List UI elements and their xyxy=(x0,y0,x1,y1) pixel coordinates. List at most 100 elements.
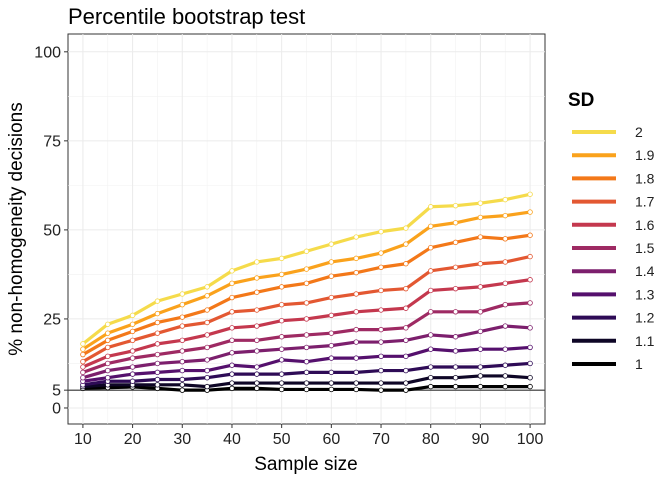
data-point xyxy=(129,348,136,354)
data-point xyxy=(428,309,434,315)
data-point xyxy=(527,383,533,390)
data-point xyxy=(254,275,260,281)
data-point xyxy=(105,344,111,351)
data-point xyxy=(179,358,185,365)
y-axis: 05 25 50 75 100 xyxy=(34,44,68,417)
data-point xyxy=(154,310,161,317)
data-point xyxy=(403,241,409,247)
data-point xyxy=(204,383,210,390)
data-point xyxy=(502,259,508,265)
data-point xyxy=(154,330,161,336)
data-point xyxy=(527,232,533,238)
data-point xyxy=(105,321,111,327)
data-point xyxy=(254,307,260,313)
data-point xyxy=(403,367,409,374)
data-point xyxy=(477,284,484,290)
data-point xyxy=(403,337,409,344)
data-point xyxy=(328,259,335,265)
data-point xyxy=(303,300,310,306)
data-point xyxy=(254,289,260,295)
data-point xyxy=(80,364,86,370)
data-point xyxy=(452,348,459,354)
data-point xyxy=(527,344,533,351)
data-point xyxy=(353,386,359,393)
data-point xyxy=(303,280,310,287)
data-point xyxy=(428,268,434,274)
data-point xyxy=(204,357,210,363)
data-point xyxy=(452,364,459,370)
data-point xyxy=(428,223,434,230)
data-point xyxy=(477,200,484,206)
data-point xyxy=(278,334,285,340)
x-tick-label: 50 xyxy=(273,431,291,448)
data-point xyxy=(477,346,484,352)
data-point xyxy=(229,350,235,356)
data-point xyxy=(303,369,310,376)
data-point xyxy=(477,261,484,267)
x-axis: 10 20 30 40 50 60 70 80 90 100 xyxy=(74,424,544,448)
data-point xyxy=(303,344,310,351)
data-point xyxy=(278,301,285,308)
data-point xyxy=(80,369,86,376)
data-point xyxy=(204,319,210,326)
data-point xyxy=(278,380,285,386)
x-tick-label: 100 xyxy=(517,431,544,448)
data-point xyxy=(105,360,111,367)
data-point xyxy=(154,351,161,358)
data-point xyxy=(428,364,434,370)
legend-label-sd-1.5: 1.5 xyxy=(635,240,655,256)
data-point xyxy=(129,355,136,361)
data-point xyxy=(502,196,508,203)
data-point xyxy=(278,284,285,290)
data-point xyxy=(353,255,359,262)
y-tick-label: 100 xyxy=(34,44,61,61)
data-point xyxy=(80,374,86,381)
data-point xyxy=(278,357,285,363)
x-tick-label: 60 xyxy=(322,431,340,448)
x-axis-title: Sample size xyxy=(254,454,358,475)
data-point xyxy=(229,280,235,287)
data-point xyxy=(452,374,459,381)
data-point xyxy=(502,362,508,368)
data-point xyxy=(428,346,434,352)
data-point xyxy=(154,369,161,376)
chart-title: Percentile bootstrap test xyxy=(68,4,305,29)
data-point xyxy=(403,225,409,231)
data-point xyxy=(403,387,409,393)
data-point xyxy=(378,264,384,270)
data-point xyxy=(428,287,434,294)
data-point xyxy=(378,367,384,374)
data-point xyxy=(403,380,409,386)
legend-label-sd-1.1: 1.1 xyxy=(635,333,655,349)
data-point xyxy=(403,261,409,267)
data-point xyxy=(452,285,459,292)
data-point xyxy=(403,325,409,331)
data-point xyxy=(129,378,136,384)
data-point xyxy=(179,382,185,388)
data-point xyxy=(378,228,384,235)
data-point xyxy=(502,323,508,329)
data-point xyxy=(254,385,260,392)
data-point xyxy=(353,234,359,240)
data-point xyxy=(378,287,384,294)
data-point xyxy=(229,385,235,392)
data-point xyxy=(378,307,384,313)
data-point xyxy=(179,301,185,308)
data-point xyxy=(428,383,434,390)
data-point xyxy=(378,326,384,333)
data-point xyxy=(105,367,111,374)
data-point xyxy=(254,348,260,354)
data-point xyxy=(353,339,359,345)
data-point xyxy=(278,386,285,393)
y-axis-title: % non-homogeneity decisions xyxy=(6,102,27,356)
x-tick-label: 30 xyxy=(173,431,191,448)
data-point xyxy=(154,341,161,347)
data-point xyxy=(328,355,335,361)
data-point xyxy=(477,309,484,315)
data-point xyxy=(229,325,235,331)
data-point xyxy=(154,382,161,388)
data-point xyxy=(378,387,384,393)
data-point xyxy=(179,323,185,329)
data-point xyxy=(278,271,285,278)
data-point xyxy=(353,326,359,333)
